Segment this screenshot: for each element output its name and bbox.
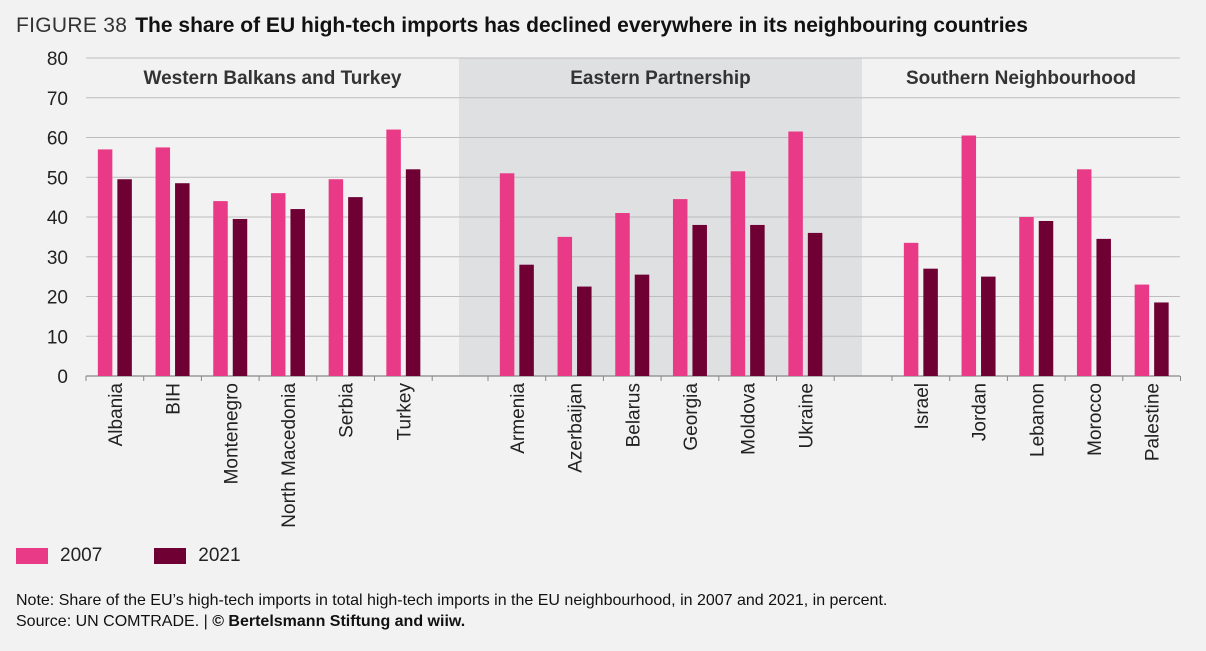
note-text: Note: Share of the EU’s high-tech import… (16, 592, 888, 609)
bar-2007 (270, 193, 286, 376)
bar-2007 (155, 147, 171, 376)
x-category-label: Belarus (623, 383, 644, 447)
y-tick-label: 20 (47, 288, 68, 309)
bar-2021 (290, 209, 305, 376)
x-category-label: Morocco (1085, 383, 1106, 456)
group-header: Eastern Partnership (570, 68, 751, 89)
y-tick-label: 0 (57, 367, 68, 388)
bar-2007 (386, 129, 401, 376)
bar-2007 (615, 213, 630, 376)
legend-swatch-2021 (154, 548, 187, 564)
bar-2007 (328, 179, 344, 376)
x-category-label: North Macedonia (279, 383, 300, 528)
bar-2007 (788, 131, 803, 376)
y-tick-label: 80 (47, 49, 68, 70)
legend-swatch-2007 (16, 548, 48, 564)
legend-label-2021: 2021 (198, 545, 241, 566)
group-header: Western Balkans and Turkey (143, 68, 401, 89)
bar-2007 (1134, 284, 1150, 376)
source-prefix: Source: UN COMTRADE. | (16, 613, 213, 630)
legend-label-2007: 2007 (60, 545, 103, 566)
x-category-label: Lebanon (1027, 383, 1048, 457)
x-category-label: Moldova (739, 383, 760, 455)
bar-2021 (1096, 238, 1111, 376)
x-category-label: Israel (912, 383, 933, 429)
bar-2021 (807, 232, 823, 376)
bar-2021 (577, 286, 592, 376)
bar-2007 (903, 242, 919, 376)
bar-2021 (1154, 302, 1169, 376)
bar-2021 (981, 276, 996, 376)
bar-2007 (1076, 169, 1092, 376)
bar-2021 (175, 183, 190, 376)
x-category-label: Georgia (681, 383, 702, 451)
bar-2021 (348, 197, 363, 376)
x-category-label: Palestine (1143, 383, 1164, 461)
bar-chart: 0 10 20 30 40 50 60 70 80 Western Balkans and Tur… (47, 49, 1181, 528)
y-tick-label: 10 (47, 327, 68, 348)
x-category-label: BIH (164, 383, 185, 415)
y-tick-label: 40 (47, 208, 68, 229)
legend: 2007 2021 (16, 545, 241, 567)
x-category-label: Ukraine (796, 383, 817, 448)
y-tick-label: 50 (47, 168, 68, 189)
legend-item-2021: 2021 (154, 545, 241, 567)
bar-2021 (232, 218, 248, 376)
bar-2021 (634, 274, 650, 376)
bar-2021 (692, 224, 707, 376)
x-category-label: Armenia (508, 383, 529, 454)
x-category-label: Jordan (970, 383, 991, 441)
source-line: Source: UN COMTRADE. | © Bertelsmann Sti… (16, 611, 887, 632)
bar-2007 (97, 149, 113, 376)
y-tick-label: 30 (47, 248, 68, 269)
x-category-label: Montenegro (221, 383, 242, 484)
legend-item-2007: 2007 (16, 545, 102, 567)
bar-2007 (730, 171, 746, 376)
bar-2007 (499, 173, 515, 376)
bar-2021 (519, 264, 534, 376)
chart-title: FIGURE 38 The share of EU high-tech impor… (16, 14, 1028, 38)
bar-2007 (213, 201, 228, 376)
title-text: The share of EU high-tech imports has de… (135, 14, 1028, 37)
y-tick-label: 70 (47, 89, 68, 110)
x-category-label: Serbia (337, 383, 358, 438)
bar-2007 (557, 236, 573, 376)
x-category-label: Turkey (394, 383, 415, 441)
bar-2007 (1019, 217, 1034, 376)
source-copyright: © Bertelsmann Stiftung and wiiw. (212, 613, 466, 630)
footnote: Note: Share of the EU’s high-tech import… (16, 590, 887, 632)
group-header: Southern Neighbourhood (906, 68, 1136, 89)
bar-2021 (1038, 220, 1054, 376)
bar-2021 (117, 179, 132, 376)
bar-2021 (750, 224, 765, 376)
bar-2021 (405, 169, 421, 376)
x-category-label: Albania (106, 383, 127, 447)
bar-2007 (672, 199, 688, 376)
bar-2007 (961, 135, 977, 376)
figure-label: FIGURE 38 (16, 14, 128, 37)
y-tick-label: 60 (47, 129, 68, 150)
x-category-label: Azerbaijan (566, 383, 587, 473)
bar-2021 (923, 268, 938, 376)
